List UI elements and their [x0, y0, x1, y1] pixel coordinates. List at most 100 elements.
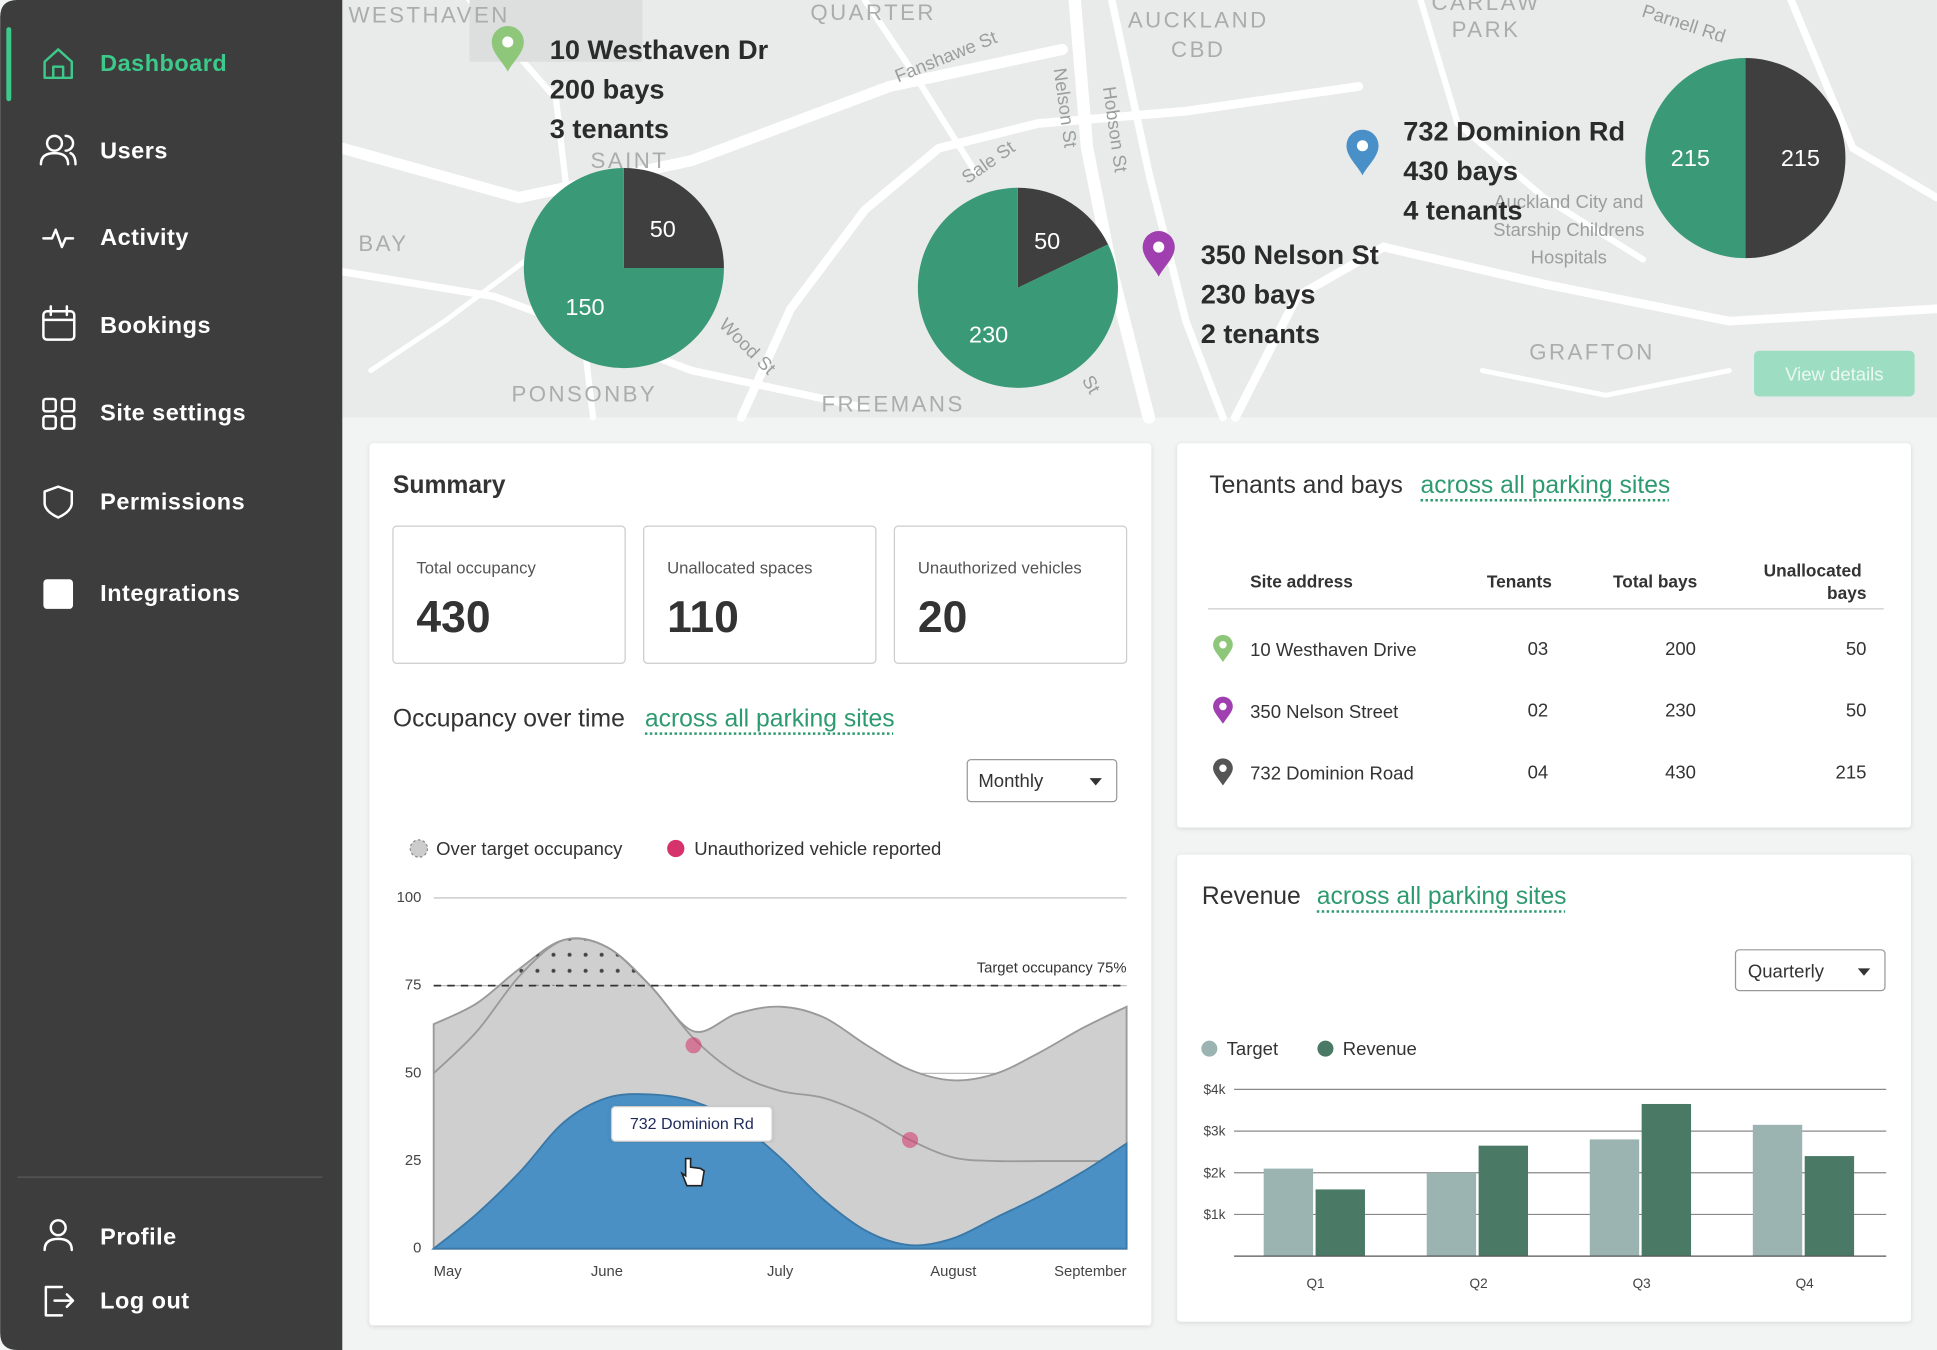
map-pin-hole	[1356, 140, 1369, 152]
nav-item[interactable]: Users	[100, 138, 168, 164]
chart-title: Revenue	[1202, 883, 1301, 910]
map-label: CBD	[1171, 37, 1225, 62]
x-tick-label: August	[930, 1264, 976, 1280]
header-line: Unallocated	[1764, 561, 1867, 581]
table-cell: 732 Dominion Road	[1250, 763, 1414, 784]
site-label: 430 bays	[1403, 155, 1518, 186]
map-pin	[491, 25, 524, 72]
stat-label: Total occupancy	[416, 559, 536, 578]
link[interactable]: across all parking sites	[1421, 472, 1671, 499]
site-label: 4 tenants	[1403, 194, 1522, 225]
bar	[1263, 1168, 1314, 1257]
link[interactable]: across all parking sites	[645, 705, 895, 732]
map-pin-hole	[502, 36, 514, 48]
table-cell: 200	[1665, 638, 1696, 659]
dropdown-label[interactable]: Monthly	[978, 770, 1044, 791]
legend-label: Unauthorized vehicle reported	[694, 838, 941, 859]
pie-label: 50	[1034, 228, 1060, 254]
y-tick-label: 75	[405, 978, 421, 994]
y-tick-label: $2k	[1204, 1165, 1226, 1180]
row-pin-hole	[1219, 764, 1227, 772]
pie-slice	[623, 167, 724, 269]
y-tick-label: 0	[413, 1241, 421, 1257]
pie-slice	[1745, 58, 1846, 259]
pie-label: 215	[1781, 145, 1820, 171]
pie-slice	[917, 187, 1118, 388]
row-pin-hole	[1219, 641, 1227, 649]
row-pin	[1213, 634, 1233, 663]
stat-value: 110	[667, 593, 739, 642]
legend-label: Target	[1227, 1038, 1279, 1059]
map-pin	[1346, 129, 1379, 176]
dropdown-caret	[1089, 778, 1102, 786]
map-label: FREEMANS	[822, 391, 965, 416]
pie-slice	[1017, 187, 1109, 288]
pie-slice	[1645, 58, 1746, 259]
over-target-dots	[499, 938, 651, 986]
pie-label: 50	[650, 216, 676, 242]
y-tick-label: $4k	[1204, 1082, 1226, 1097]
occupancy-plot: 0 25 50 75 100 May June July August September Targ…	[397, 890, 1128, 1280]
column-header: Total bays	[1613, 572, 1697, 592]
dropdown[interactable]	[966, 758, 1118, 803]
pie-label: 150	[565, 294, 604, 320]
stat-cards	[392, 525, 1128, 664]
stat-value: 20	[918, 593, 967, 642]
table-cell: 215	[1836, 761, 1867, 782]
nav-item[interactable]: Activity	[100, 224, 189, 250]
column-header: Unallocated bays	[1764, 561, 1867, 603]
pie-label: 215	[1671, 145, 1710, 171]
sidebar	[0, 0, 343, 1350]
map-label: AUCKLAND	[1128, 7, 1269, 32]
legend-swatch	[667, 839, 685, 858]
pie-label: 230	[969, 321, 1008, 347]
y-tick-label: $1k	[1204, 1207, 1226, 1222]
site-label: 230 bays	[1201, 278, 1316, 309]
y-tick-label: $3k	[1204, 1124, 1226, 1139]
map-label: Starship Childrens	[1493, 219, 1644, 240]
tooltip-label: 732 Dominion Rd	[630, 1115, 754, 1133]
site-label: 350 Nelson St	[1201, 239, 1379, 270]
map-pin	[1142, 230, 1175, 277]
view-details-button[interactable]	[1754, 350, 1915, 397]
link[interactable]: across all parking sites	[1317, 883, 1567, 910]
nav-item[interactable]: Log out	[100, 1288, 189, 1314]
x-tick-label: Q3	[1633, 1276, 1651, 1291]
tenants-panel	[1177, 443, 1911, 828]
nav-item[interactable]: Dashboard	[100, 50, 227, 76]
area	[431, 1093, 1128, 1250]
map-label: Auckland City and	[1494, 191, 1643, 212]
dropdown-label[interactable]: Quarterly	[1748, 960, 1825, 981]
map-label: BAY	[358, 231, 408, 256]
row-pin-hole	[1219, 702, 1227, 711]
nav-item[interactable]: Site settings	[100, 400, 246, 426]
nav-item[interactable]: Profile	[100, 1223, 176, 1249]
nav-item[interactable]: Integrations	[100, 580, 240, 606]
dropdown[interactable]	[1734, 949, 1886, 992]
table-cell: 10 Westhaven Drive	[1250, 639, 1416, 660]
table-cell: 50	[1846, 700, 1867, 721]
legend-swatch	[1317, 1040, 1334, 1057]
map-sites: 10 Westhaven Dr 200 bays 3 tenants 50 150 350…	[491, 25, 1846, 388]
nav-item[interactable]: Bookings	[100, 312, 211, 338]
y-tick-label: 100	[397, 890, 422, 906]
map-label: GRAFTON	[1529, 340, 1655, 365]
map-label: QUARTER	[810, 0, 936, 25]
tooltip	[610, 1106, 773, 1142]
x-tick-label: Q2	[1470, 1276, 1488, 1291]
map-label: PARK	[1452, 17, 1521, 42]
unauthorized-marker	[902, 1131, 919, 1149]
button-label[interactable]: View details	[1785, 364, 1883, 385]
dropdown-caret	[1857, 968, 1871, 976]
table-cell: 02	[1528, 700, 1549, 721]
x-tick-label: September	[1054, 1264, 1127, 1280]
nav-item[interactable]: Permissions	[100, 488, 245, 514]
bar	[1315, 1189, 1365, 1257]
bar	[1752, 1124, 1803, 1257]
table-cell: 04	[1528, 761, 1549, 782]
site-label: 200 bays	[550, 73, 665, 104]
bar	[1426, 1172, 1477, 1257]
site-label: 3 tenants	[550, 113, 669, 144]
